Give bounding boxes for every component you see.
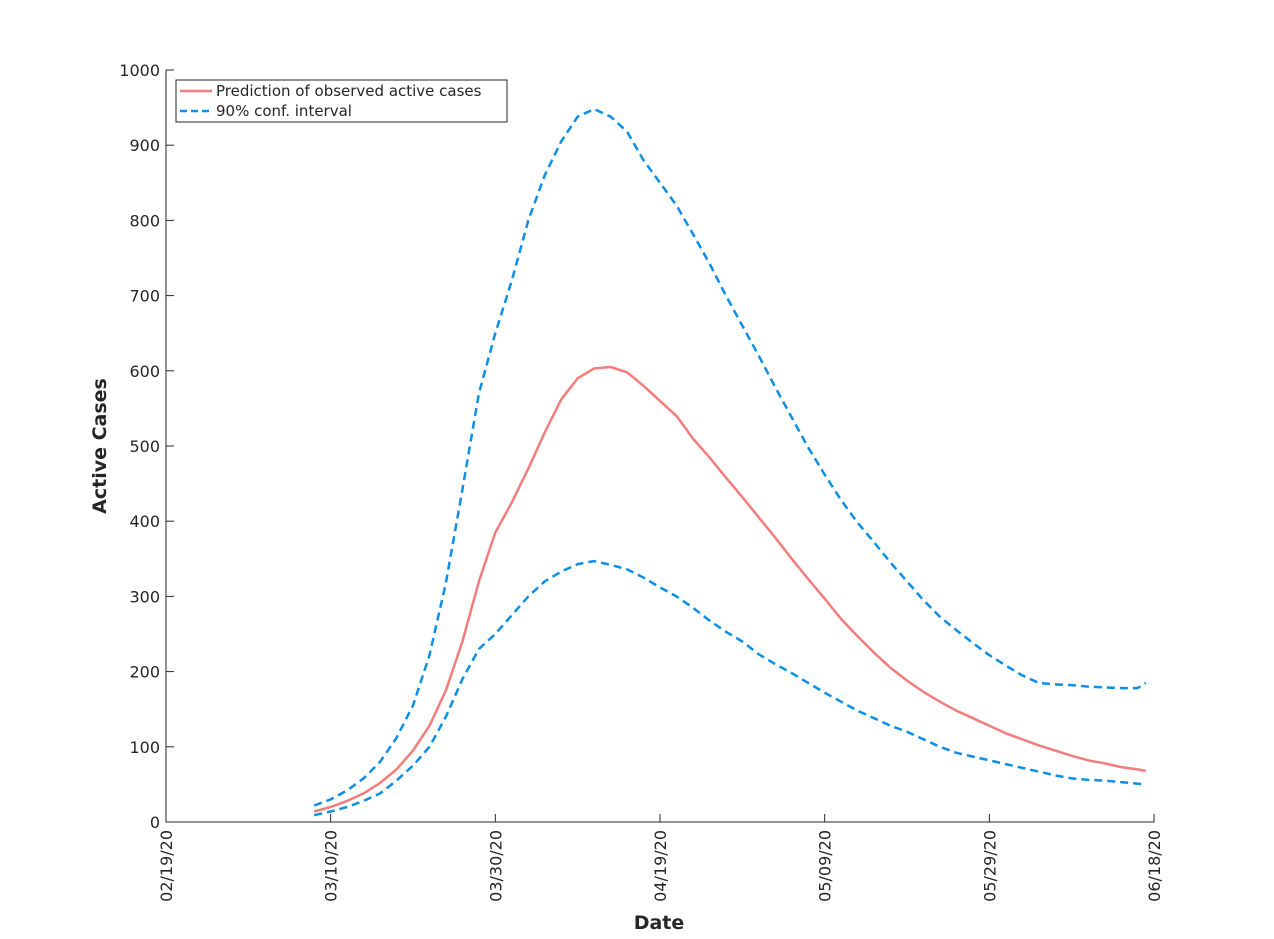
y-axis-title: Active Cases bbox=[89, 378, 111, 514]
legend-label: Prediction of observed active cases bbox=[216, 82, 482, 100]
y-tick-label: 0 bbox=[150, 813, 160, 832]
y-tick-label: 500 bbox=[129, 437, 160, 456]
y-tick-label: 300 bbox=[129, 587, 160, 606]
y-tick-label: 200 bbox=[129, 663, 160, 682]
y-tick-label: 700 bbox=[129, 287, 160, 306]
x-tick-label: 05/09/20 bbox=[816, 830, 835, 902]
x-tick-label: 03/30/20 bbox=[486, 830, 505, 902]
x-tick-label: 02/19/20 bbox=[157, 830, 176, 902]
legend: Prediction of observed active cases 90% c… bbox=[175, 79, 508, 123]
prediction-line bbox=[313, 365, 1147, 813]
y-tick-label: 900 bbox=[129, 136, 160, 155]
ci-upper-line bbox=[313, 107, 1147, 807]
y-tick-label: 1000 bbox=[119, 61, 160, 80]
x-tick-label: 04/19/20 bbox=[651, 830, 670, 902]
x-axis-title: Date bbox=[634, 912, 685, 934]
legend-box bbox=[175, 79, 508, 123]
y-tick-label: 400 bbox=[129, 512, 160, 531]
y-tick-label: 600 bbox=[129, 362, 160, 381]
y-tick-label: 800 bbox=[129, 211, 160, 230]
y-tick-label: 100 bbox=[129, 738, 160, 757]
legend-label: 90% conf. interval bbox=[216, 102, 352, 120]
x-tick-label: 03/10/20 bbox=[322, 830, 341, 902]
x-tick-label: 06/18/20 bbox=[1145, 830, 1164, 902]
x-tick-label: 05/29/20 bbox=[980, 830, 999, 902]
